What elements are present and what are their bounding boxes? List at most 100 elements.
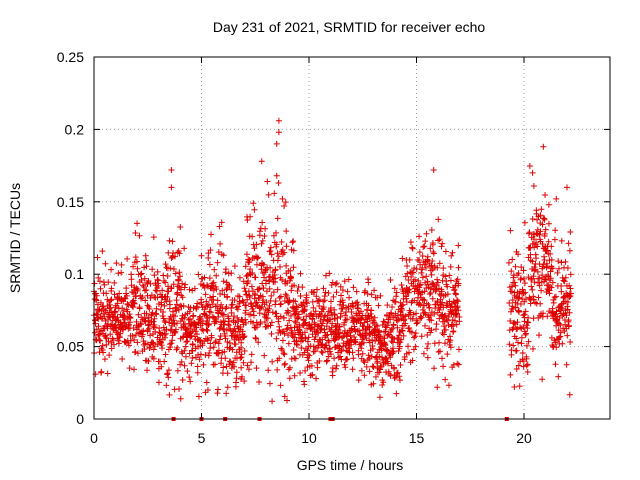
data-point [145, 314, 152, 321]
data-point [92, 320, 99, 327]
data-point [332, 365, 339, 372]
data-point [107, 297, 114, 304]
data-point [166, 305, 173, 312]
data-point [414, 319, 421, 326]
data-point [527, 297, 534, 304]
data-point [515, 270, 522, 277]
data-point [161, 334, 168, 341]
data-point [281, 393, 288, 400]
data-point [442, 376, 449, 383]
data-point [226, 282, 233, 289]
data-point [529, 240, 536, 247]
data-point [264, 178, 271, 185]
data-point [371, 287, 378, 294]
x-axis-label: GPS time / hours [297, 457, 404, 473]
data-point [454, 360, 461, 367]
data-point [220, 278, 227, 285]
data-point [226, 346, 233, 353]
data-point [434, 276, 441, 283]
data-point [407, 309, 414, 316]
data-point [423, 230, 430, 237]
data-point [427, 312, 434, 319]
data-point [150, 355, 157, 362]
data-point [221, 311, 228, 318]
data-point [253, 261, 260, 268]
data-point [530, 236, 537, 243]
data-point [507, 318, 514, 325]
data-point [201, 274, 208, 281]
data-point [542, 192, 549, 199]
data-point [277, 313, 284, 320]
data-point [529, 345, 536, 352]
data-point [176, 250, 183, 257]
data-point [456, 313, 463, 320]
data-point [380, 318, 387, 325]
data-point [309, 298, 316, 305]
data-point [121, 338, 128, 345]
data-point [449, 249, 456, 256]
data-point [378, 354, 385, 361]
data-point [520, 363, 527, 370]
data-point [193, 305, 200, 312]
x-tick-label: 20 [516, 430, 532, 446]
data-point [124, 300, 131, 307]
data-point [558, 301, 565, 308]
data-point [215, 249, 222, 256]
data-point [556, 334, 563, 341]
data-point [188, 360, 195, 367]
data-point [274, 366, 281, 373]
data-point [380, 379, 387, 386]
data-point [440, 363, 447, 370]
data-point [431, 365, 438, 372]
data-point [399, 312, 406, 319]
data-point [193, 324, 200, 331]
data-point [426, 291, 433, 298]
data-point [401, 354, 408, 361]
data-point [276, 355, 283, 362]
data-point [256, 232, 263, 239]
data-point [430, 166, 437, 173]
data-point [305, 351, 312, 358]
data-point [206, 350, 213, 357]
data-point [427, 245, 434, 252]
data-point [232, 319, 239, 326]
data-point [196, 336, 203, 343]
data-point [312, 333, 319, 340]
data-point [267, 297, 274, 304]
data-point [238, 339, 245, 346]
data-point [348, 309, 355, 316]
data-point [172, 253, 179, 260]
data-point [415, 277, 422, 284]
data-point [455, 264, 462, 271]
data-point [327, 351, 334, 358]
data-point [567, 290, 574, 297]
data-point [184, 338, 191, 345]
data-point [231, 363, 238, 370]
data-point [302, 319, 309, 326]
data-point [168, 184, 175, 191]
data-point [210, 279, 217, 286]
data-point [525, 319, 532, 326]
data-point [348, 341, 355, 348]
data-point [447, 263, 454, 270]
data-point [412, 276, 419, 283]
data-point [403, 299, 410, 306]
data-point [168, 340, 175, 347]
data-point [404, 263, 411, 270]
data-point [416, 257, 423, 264]
data-point [132, 348, 139, 355]
data-point [265, 367, 272, 374]
data-point [535, 279, 542, 286]
data-point [336, 343, 343, 350]
data-point [541, 230, 548, 237]
data-point [509, 303, 516, 310]
data-point [361, 372, 368, 379]
data-point [97, 285, 104, 292]
data-point [124, 255, 131, 262]
data-point [165, 367, 172, 374]
data-point [319, 349, 326, 356]
data-point [267, 244, 274, 251]
data-point [230, 313, 237, 320]
data-point [559, 340, 566, 347]
data-point [217, 240, 224, 247]
